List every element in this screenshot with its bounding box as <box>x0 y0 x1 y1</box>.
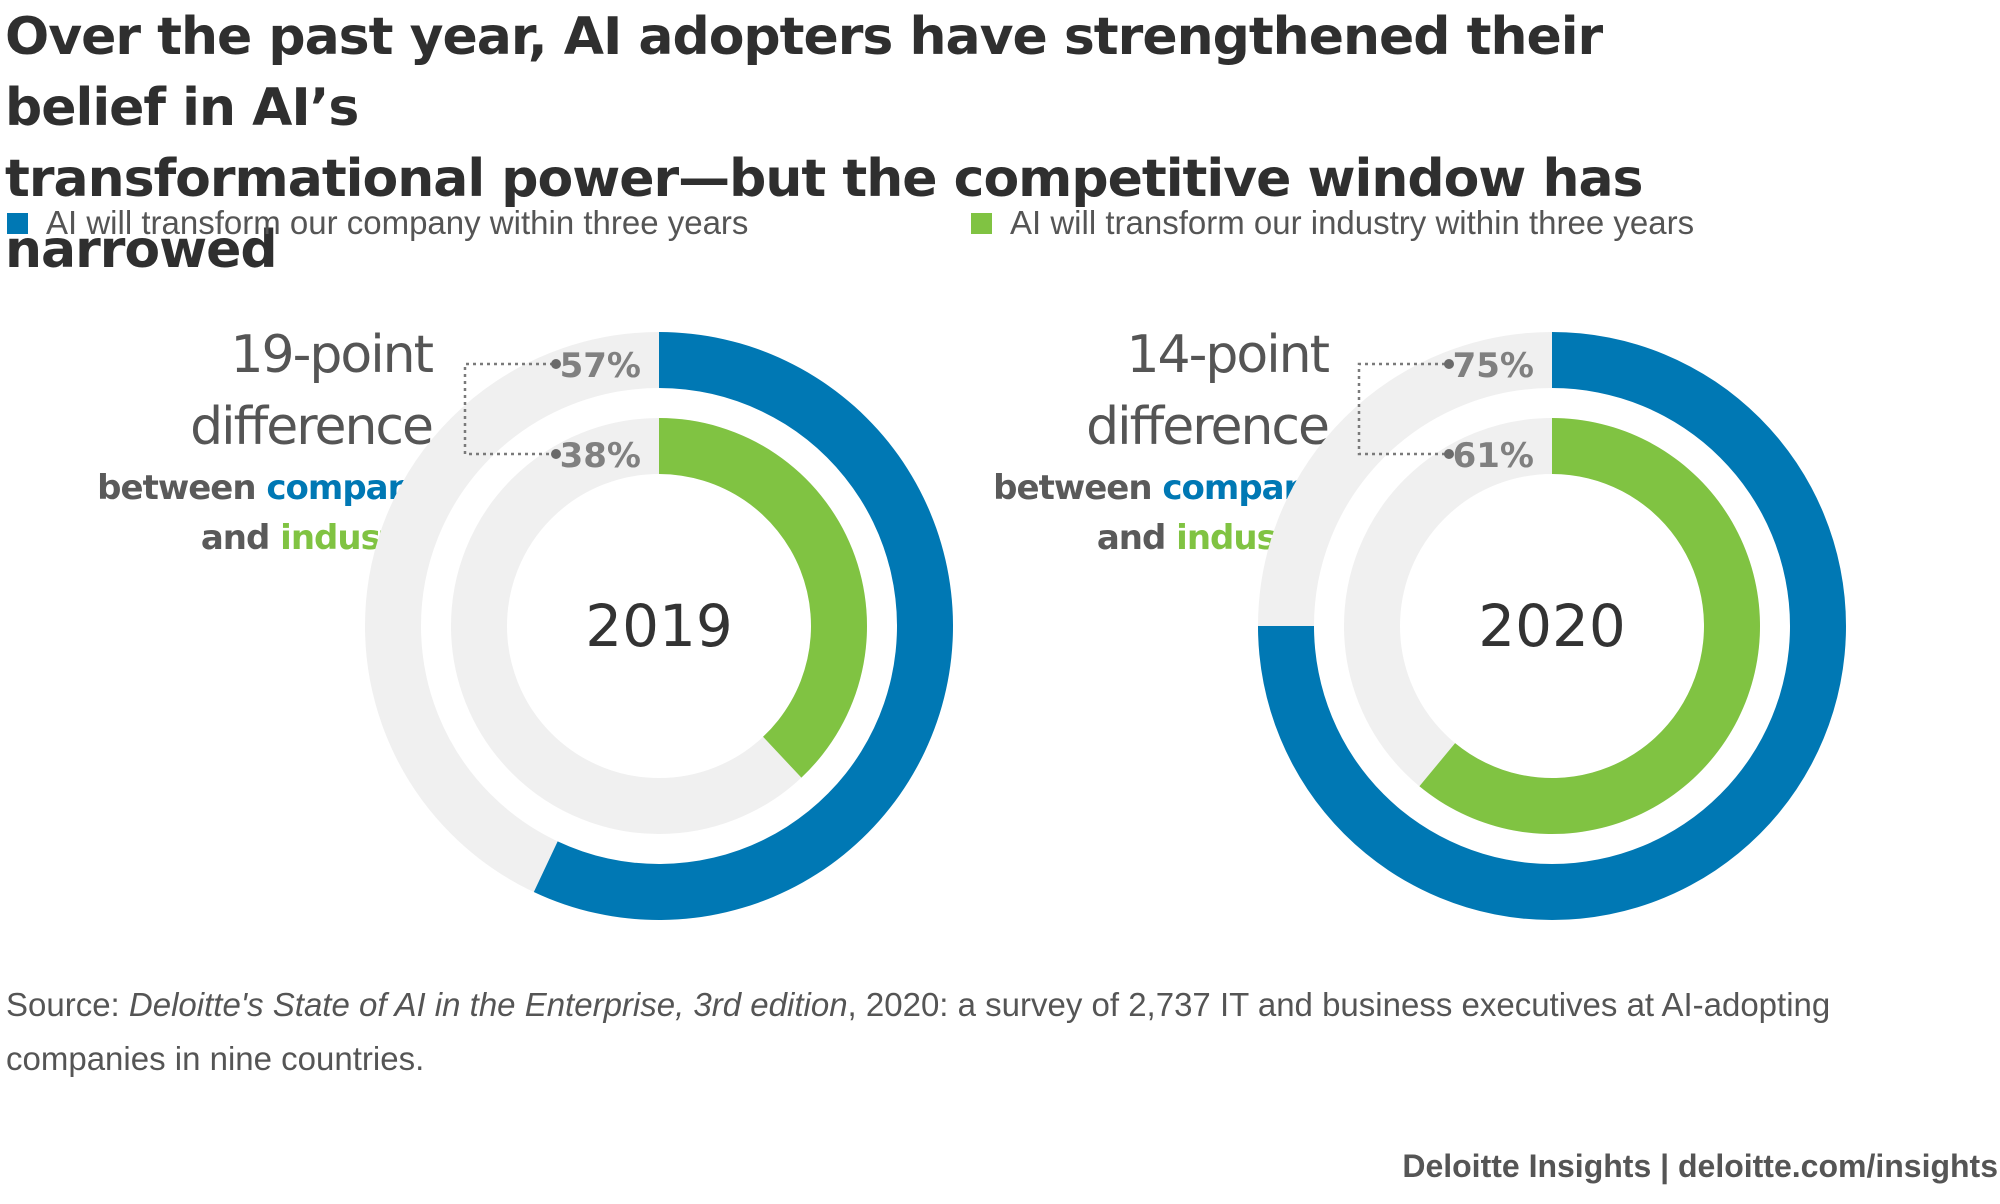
donut-svg: 75% 61% 2020 <box>1258 332 1846 920</box>
bracket-dot-bottom <box>1444 449 1454 459</box>
center-year-label: 2019 <box>585 592 733 660</box>
source-rest: , 2020: a survey of 2,737 IT and busines… <box>6 986 1831 1077</box>
source-note: Source: Deloitte's State of AI in the En… <box>6 978 1966 1086</box>
outer-arc-company <box>533 332 953 920</box>
source-title: Deloitte's State of AI in the Enterprise… <box>128 986 848 1023</box>
inner-arc-industry <box>1419 418 1760 834</box>
legend-item-industry: AI will transform our industry within th… <box>971 201 1694 245</box>
source-prefix: Source: <box>6 986 129 1023</box>
between-word: between <box>97 468 256 508</box>
difference-word: difference <box>1086 397 1330 457</box>
difference-annotation: 19-point difference between company and … <box>0 319 434 563</box>
inner-value-label: 38% <box>560 436 641 476</box>
donut-chart-2019: 19-point difference between company and … <box>0 319 953 950</box>
legend-item-company: AI will transform our company within thr… <box>7 201 748 245</box>
title-line-1: Over the past year, AI adopters have str… <box>5 7 1603 138</box>
bracket-line <box>463 362 560 456</box>
bracket-dot-top <box>551 359 561 369</box>
legend-swatch-company <box>7 212 28 234</box>
title-line-2: transformational power—but the competiti… <box>5 149 1644 280</box>
difference-word: difference <box>190 397 434 457</box>
bracket-dot-top <box>1444 359 1454 369</box>
inner-arc-industry <box>659 418 868 778</box>
and-word: and <box>200 518 270 558</box>
outer-value-label: 75% <box>1453 346 1534 386</box>
difference-points: 14-point <box>1126 325 1330 385</box>
outer-value-label: 57% <box>560 346 641 386</box>
donut-svg: 57% 38% 2019 <box>365 332 953 920</box>
donut-chart-2020: 14-point difference between company and … <box>896 320 1846 950</box>
bracket-dot-bottom <box>551 449 561 459</box>
chart-title: Over the past year, AI adopters have str… <box>5 2 1705 286</box>
legend-swatch-industry <box>971 212 992 234</box>
legend-label-company: AI will transform our company within thr… <box>46 204 749 241</box>
and-word: and <box>1096 518 1166 558</box>
difference-points: 19-point <box>230 325 434 385</box>
footer-credit: Deloitte Insights | deloitte.com/insight… <box>1402 1148 1998 1184</box>
legend-label-industry: AI will transform our industry within th… <box>1010 204 1695 241</box>
inner-value-label: 61% <box>1453 436 1534 476</box>
center-year-label: 2020 <box>1478 592 1626 660</box>
between-word: between <box>993 468 1152 508</box>
